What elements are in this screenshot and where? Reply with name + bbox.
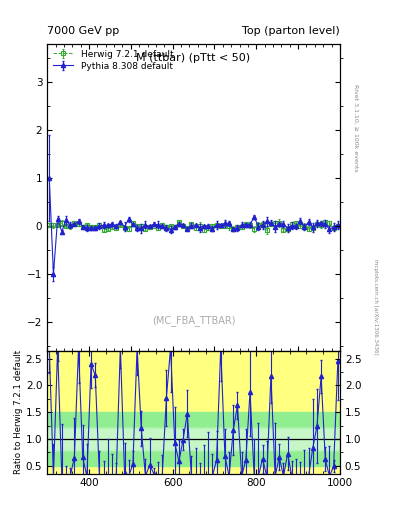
Y-axis label: Ratio to Herwig 7.2.1 default: Ratio to Herwig 7.2.1 default <box>14 350 23 474</box>
Bar <box>47 428 340 450</box>
Text: M (ttbar) (pTtt < 50): M (ttbar) (pTtt < 50) <box>136 53 251 63</box>
Bar <box>47 428 340 450</box>
Text: Top (parton level): Top (parton level) <box>242 26 340 36</box>
Text: Rivet 3.1.10, ≥ 100k events: Rivet 3.1.10, ≥ 100k events <box>354 84 359 172</box>
Legend: Herwig 7.2.1 default, Pythia 8.308 default: Herwig 7.2.1 default, Pythia 8.308 defau… <box>50 46 177 74</box>
Bar <box>47 412 340 465</box>
Text: (MC_FBA_TTBAR): (MC_FBA_TTBAR) <box>152 315 235 326</box>
Text: 7000 GeV pp: 7000 GeV pp <box>47 26 119 36</box>
Text: mcplots.cern.ch [arXiv:1306.3436]: mcplots.cern.ch [arXiv:1306.3436] <box>373 260 378 355</box>
